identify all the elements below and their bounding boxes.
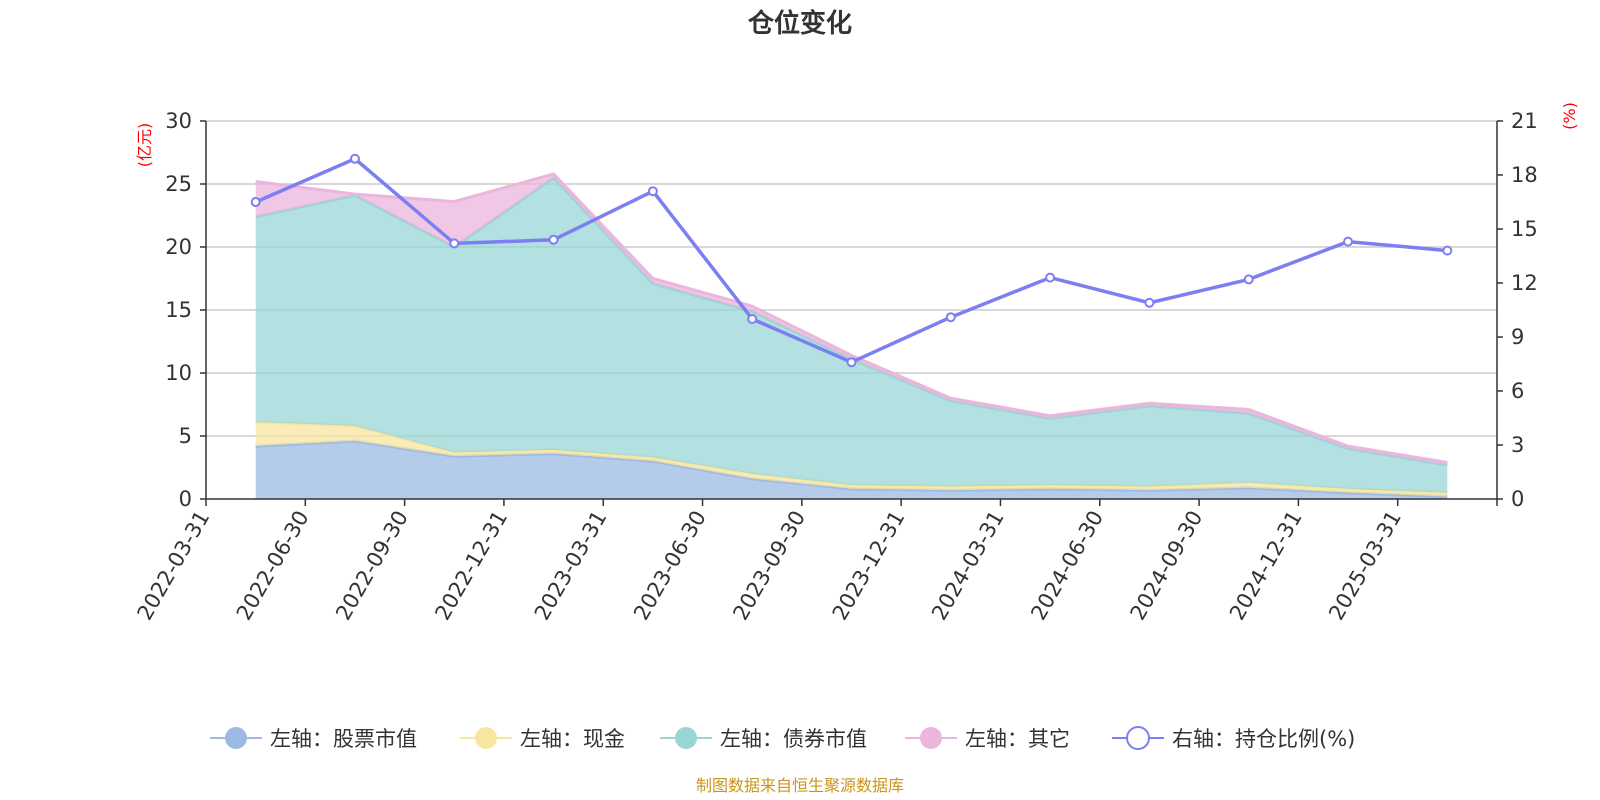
ratio-point[interactable] <box>647 186 658 197</box>
legend-label: 右轴：持仓比例(%) <box>1172 727 1355 751</box>
left-tick-label: 10 <box>165 361 192 385</box>
area-series <box>255 173 1448 465</box>
ratio-point[interactable] <box>1045 272 1056 283</box>
ratio-point[interactable] <box>1144 297 1155 308</box>
legend-marker <box>1126 726 1150 750</box>
axes: 0 5 10 15 20 25 30 0 3 6 9 12 15 18 21 <box>165 109 1537 511</box>
left-tick-label: 0 <box>179 487 192 511</box>
x-tick-label: 2023-03-31 <box>530 507 612 625</box>
ratio-point[interactable] <box>1343 236 1354 247</box>
x-tick-label: 2024-03-31 <box>927 507 1009 625</box>
left-tick-label: 30 <box>165 109 192 133</box>
left-tick-label: 25 <box>165 172 192 196</box>
legend-label: 左轴：债券市值 <box>720 727 867 751</box>
right-tick-label: 15 <box>1511 217 1538 241</box>
ratio-line <box>250 153 1453 368</box>
x-tick-label: 2023-12-31 <box>828 507 910 625</box>
left-tick-label: 15 <box>165 298 192 322</box>
legend-item[interactable]: 左轴：现金 <box>460 727 625 751</box>
legend-label: 左轴：现金 <box>520 727 625 751</box>
right-tick-label: 0 <box>1511 487 1524 511</box>
ratio-point[interactable] <box>945 312 956 323</box>
ratio-point[interactable] <box>449 238 460 249</box>
x-tick-labels: 2022-03-31 2022-06-30 2022-09-30 2022-12-31… <box>133 507 1407 625</box>
legend-label: 左轴：股票市值 <box>270 727 417 751</box>
x-tick-label: 2022-06-30 <box>232 507 314 625</box>
ratio-point[interactable] <box>846 357 857 368</box>
left-tick-label: 20 <box>165 235 192 259</box>
x-tick-label: 2024-12-31 <box>1225 507 1307 625</box>
ratio-point[interactable] <box>1243 274 1254 285</box>
legend-marker <box>920 727 942 749</box>
x-tick-label: 2024-09-30 <box>1126 507 1208 625</box>
right-tick-label: 9 <box>1511 325 1524 349</box>
x-tick-label: 2022-03-31 <box>133 507 215 625</box>
ratio-point[interactable] <box>1442 245 1453 256</box>
x-tick-label: 2024-06-30 <box>1026 507 1108 625</box>
legend-item[interactable]: 左轴：其它 <box>905 727 1070 751</box>
ratio-point[interactable] <box>250 197 261 207</box>
right-tick-label: 12 <box>1511 271 1538 295</box>
x-tick-label: 2022-09-30 <box>331 507 413 625</box>
left-axis-unit: (亿元) <box>135 123 154 168</box>
right-axis-unit: (%) <box>1560 102 1579 130</box>
ratio-point[interactable] <box>349 153 360 164</box>
legend-label: 左轴：其它 <box>965 727 1070 751</box>
legend-marker <box>225 727 247 749</box>
area-series <box>255 441 1448 499</box>
x-tick-label: 2022-12-31 <box>430 507 512 625</box>
x-tick-label: 2023-09-30 <box>728 507 810 625</box>
right-tick-label: 3 <box>1511 433 1524 457</box>
legend[interactable]: 左轴：股票市值 左轴：现金 左轴：债券市值 左轴：其它 右轴：持仓比例(%) <box>210 726 1355 751</box>
area-series <box>255 177 1448 493</box>
ratio-point[interactable] <box>747 314 758 324</box>
right-tick-label: 18 <box>1511 163 1538 187</box>
left-tick-label: 5 <box>179 424 192 448</box>
legend-marker <box>475 727 497 749</box>
right-tick-label: 6 <box>1511 379 1524 403</box>
right-tick-label: 21 <box>1511 109 1538 133</box>
x-tick-label: 2023-06-30 <box>629 507 711 625</box>
x-tick-label: 2025-03-31 <box>1324 507 1406 625</box>
legend-marker <box>675 727 697 749</box>
legend-item[interactable]: 左轴：债券市值 <box>660 727 867 751</box>
ratio-point[interactable] <box>548 234 559 245</box>
area-series-edge <box>255 172 1448 464</box>
source-note: 制图数据来自恒生聚源数据库 <box>696 776 904 795</box>
stacked-areas <box>255 172 1448 499</box>
legend-item[interactable]: 右轴：持仓比例(%) <box>1112 726 1355 751</box>
legend-item[interactable]: 左轴：股票市值 <box>210 727 417 751</box>
chart-title: 仓位变化 <box>747 8 852 39</box>
